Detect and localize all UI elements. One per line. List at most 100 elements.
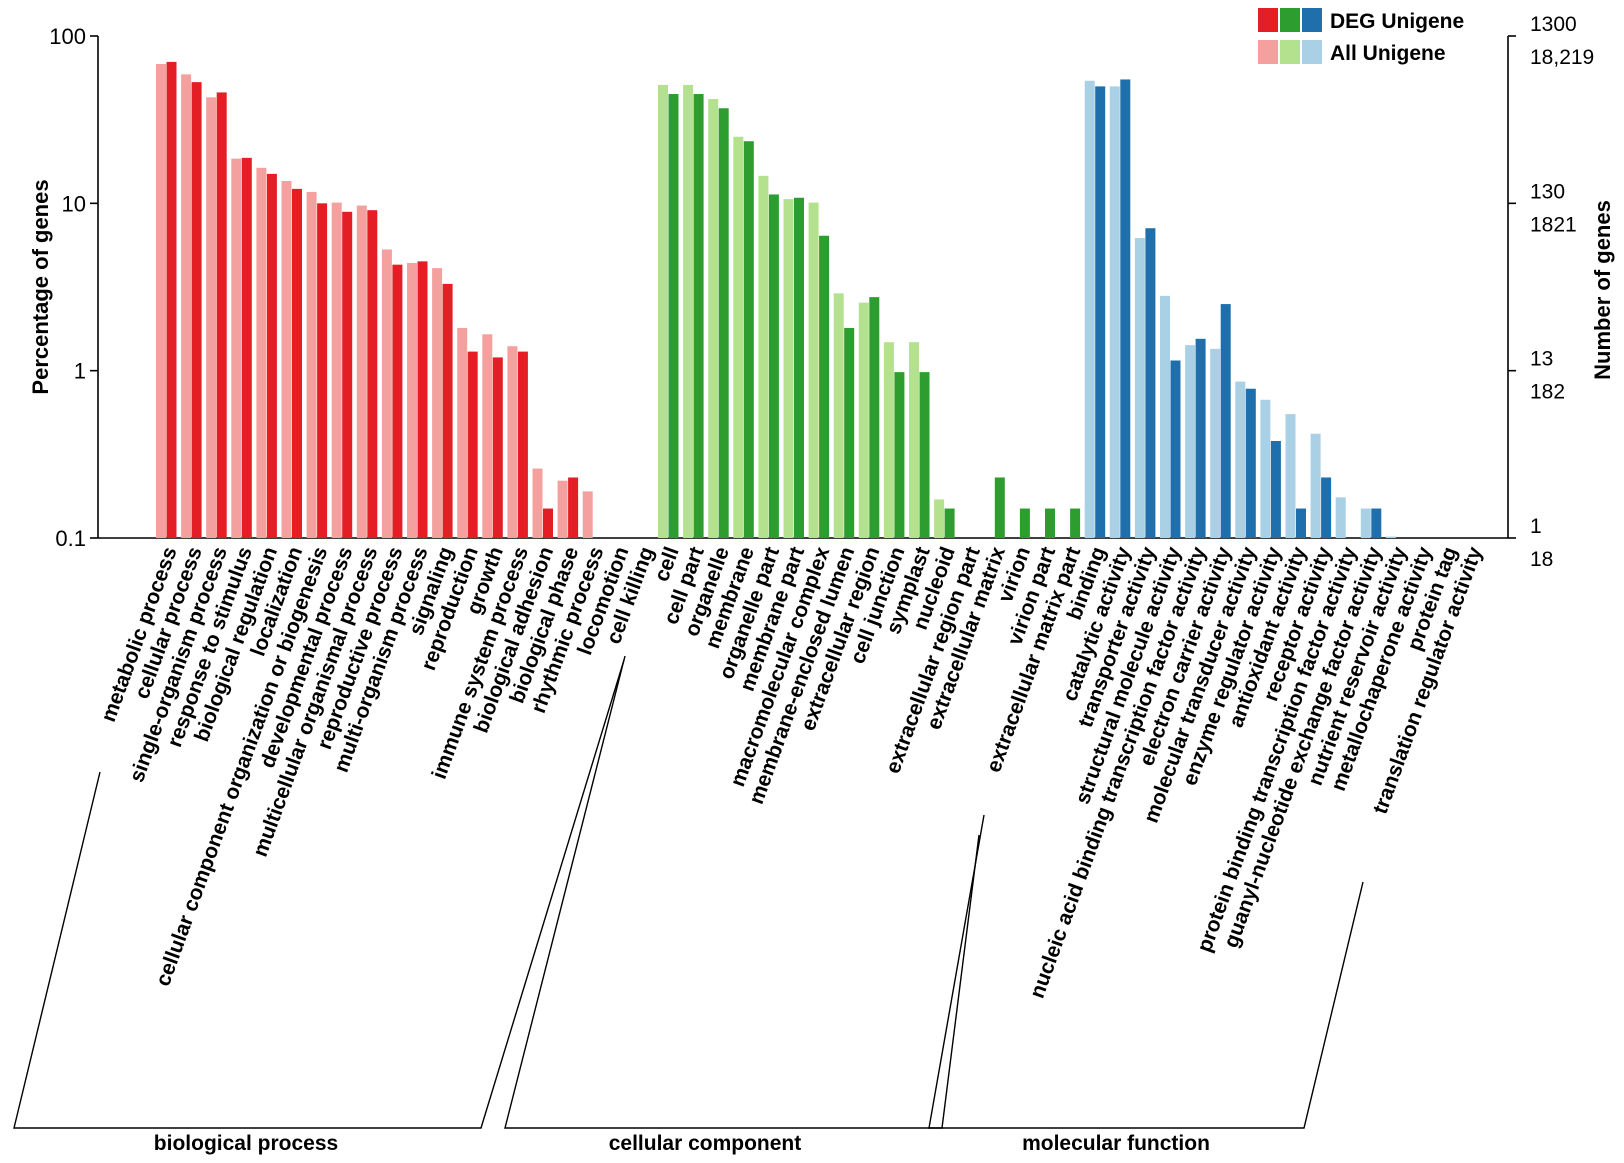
- bar-deg-unigene[interactable]: [1220, 304, 1231, 538]
- bar-all-unigene[interactable]: [1260, 399, 1271, 538]
- bar-deg-unigene[interactable]: [1095, 86, 1106, 539]
- bar-deg-unigene[interactable]: [794, 197, 804, 538]
- bar-deg-unigene[interactable]: [1195, 338, 1206, 538]
- bar-all-unigene[interactable]: [883, 342, 894, 538]
- bar-all-unigene[interactable]: [407, 262, 417, 538]
- bar-all-unigene[interactable]: [683, 84, 694, 538]
- bar-all-unigene[interactable]: [457, 327, 468, 538]
- bar-deg-unigene[interactable]: [693, 94, 704, 538]
- bar-all-unigene[interactable]: [1109, 86, 1120, 539]
- bar-all-unigene[interactable]: [306, 191, 317, 538]
- bar-all-unigene[interactable]: [181, 74, 192, 539]
- bar-deg-unigene[interactable]: [266, 173, 277, 538]
- bar-all-unigene[interactable]: [1385, 536, 1396, 538]
- bar-all-unigene[interactable]: [808, 202, 819, 538]
- group-label: cellular component: [609, 1132, 802, 1155]
- bar-deg-unigene[interactable]: [743, 141, 754, 538]
- bar-deg-unigene[interactable]: [216, 92, 227, 538]
- bar-all-unigene[interactable]: [708, 99, 719, 538]
- bar-deg-unigene[interactable]: [1371, 508, 1382, 538]
- bar-deg-unigene[interactable]: [342, 211, 353, 539]
- bar-all-unigene[interactable]: [1310, 433, 1321, 538]
- bar-deg-unigene[interactable]: [442, 283, 453, 538]
- bar-all-unigene[interactable]: [1134, 238, 1145, 538]
- bar-all-unigene[interactable]: [557, 480, 568, 538]
- group-bracket: [504, 655, 980, 1129]
- bar-deg-unigene[interactable]: [191, 82, 202, 538]
- right-axis-title: Number of genes: [1590, 200, 1615, 380]
- legend-swatch: [1258, 40, 1278, 64]
- bar-deg-unigene[interactable]: [1145, 228, 1156, 538]
- bar-all-unigene[interactable]: [356, 205, 367, 538]
- bar-deg-unigene[interactable]: [919, 372, 930, 538]
- bar-deg-unigene[interactable]: [417, 261, 428, 538]
- right-axis-deg-count: 1: [1530, 515, 1542, 538]
- bar-all-unigene[interactable]: [206, 97, 217, 538]
- bar-deg-unigene[interactable]: [668, 94, 679, 538]
- bar-deg-unigene[interactable]: [869, 297, 880, 538]
- bar-all-unigene[interactable]: [1185, 345, 1196, 538]
- bar-all-unigene[interactable]: [758, 175, 769, 539]
- bar-all-unigene[interactable]: [1084, 80, 1095, 538]
- bar-all-unigene[interactable]: [858, 302, 869, 538]
- bar-all-unigene[interactable]: [582, 491, 593, 538]
- bar-deg-unigene[interactable]: [568, 477, 579, 538]
- bar-all-unigene[interactable]: [783, 199, 794, 538]
- bar-deg-unigene[interactable]: [367, 210, 378, 538]
- bar-all-unigene[interactable]: [909, 342, 919, 538]
- legend-swatch: [1302, 8, 1322, 32]
- bar-deg-unigene[interactable]: [292, 188, 302, 539]
- bar-deg-unigene[interactable]: [392, 264, 403, 538]
- bar-all-unigene[interactable]: [1285, 414, 1296, 538]
- bar-all-unigene[interactable]: [1210, 348, 1221, 538]
- bar-deg-unigene[interactable]: [944, 508, 955, 538]
- bar-deg-unigene[interactable]: [1120, 79, 1131, 538]
- bar-all-unigene[interactable]: [507, 346, 518, 538]
- bar-deg-unigene[interactable]: [768, 194, 779, 538]
- bar-all-unigene[interactable]: [156, 64, 166, 538]
- bar-all-unigene[interactable]: [733, 136, 744, 539]
- bar-deg-unigene[interactable]: [166, 61, 177, 539]
- bar-all-unigene[interactable]: [532, 468, 543, 538]
- bar-deg-unigene[interactable]: [844, 327, 855, 538]
- bar-all-unigene[interactable]: [1235, 381, 1246, 538]
- group-bracket: [928, 814, 1364, 1129]
- left-axis-tick-label: 0.1: [55, 526, 86, 551]
- bar-all-unigene[interactable]: [658, 84, 668, 538]
- bar-deg-unigene[interactable]: [1296, 508, 1306, 538]
- bar-deg-unigene[interactable]: [1270, 440, 1281, 538]
- bar-deg-unigene[interactable]: [894, 372, 905, 538]
- legend-swatch: [1258, 8, 1278, 32]
- bar-deg-unigene[interactable]: [1019, 508, 1030, 538]
- bar-all-unigene[interactable]: [833, 293, 844, 538]
- bar-deg-unigene[interactable]: [241, 157, 252, 539]
- bar-all-unigene[interactable]: [934, 499, 945, 538]
- bar-all-unigene[interactable]: [381, 249, 392, 538]
- bar-all-unigene[interactable]: [331, 202, 342, 538]
- bar-deg-unigene[interactable]: [492, 357, 503, 538]
- bar-all-unigene[interactable]: [231, 158, 242, 539]
- bar-deg-unigene[interactable]: [543, 508, 553, 538]
- bar-deg-unigene[interactable]: [317, 203, 328, 539]
- left-axis-tick-label: 100: [49, 24, 86, 49]
- bar-all-unigene[interactable]: [432, 268, 443, 538]
- bar-all-unigene[interactable]: [281, 180, 292, 538]
- bar-deg-unigene[interactable]: [517, 351, 528, 538]
- bar-all-unigene[interactable]: [482, 334, 493, 538]
- bar-deg-unigene[interactable]: [718, 108, 729, 538]
- right-axis-all-count: 18,219: [1530, 46, 1594, 69]
- bar-deg-unigene[interactable]: [1045, 508, 1055, 538]
- bar-all-unigene[interactable]: [1160, 295, 1170, 538]
- bar-all-unigene[interactable]: [256, 167, 267, 538]
- bar-all-unigene[interactable]: [1360, 508, 1371, 538]
- bar-all-unigene[interactable]: [1335, 497, 1346, 538]
- bar-deg-unigene[interactable]: [819, 235, 830, 539]
- right-axis-all-count: 1821: [1530, 213, 1577, 236]
- bar-deg-unigene[interactable]: [1170, 360, 1181, 538]
- bar-deg-unigene[interactable]: [1321, 477, 1332, 538]
- bar-deg-unigene[interactable]: [467, 351, 478, 538]
- bar-deg-unigene[interactable]: [994, 477, 1005, 538]
- bar-deg-unigene[interactable]: [1070, 508, 1081, 538]
- bar-deg-unigene[interactable]: [1245, 388, 1256, 538]
